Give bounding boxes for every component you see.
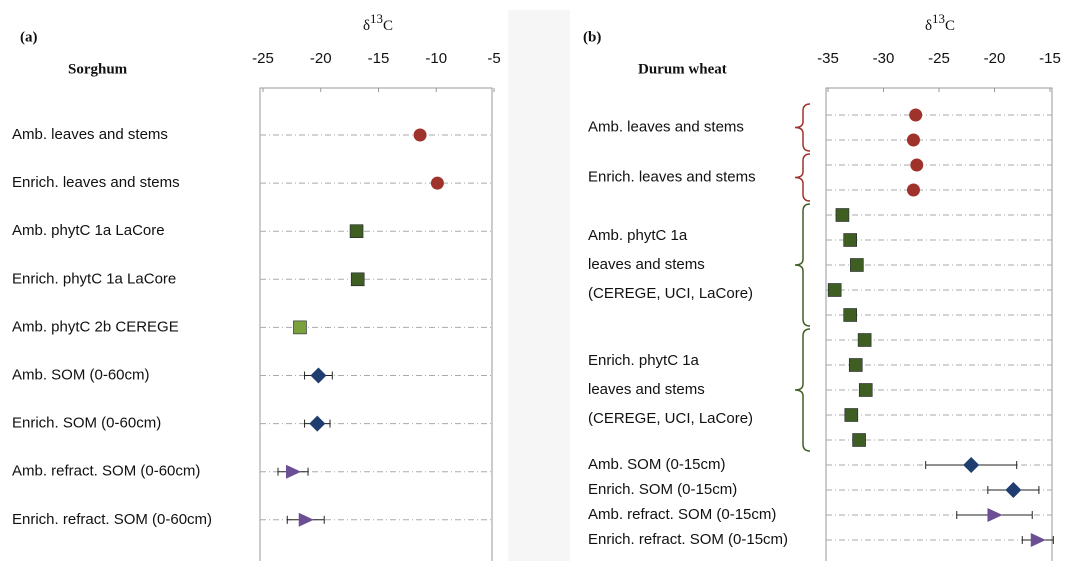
square-marker <box>835 208 850 222</box>
square-marker <box>293 320 307 335</box>
group-brace <box>794 153 811 202</box>
x-label-element: C <box>945 18 955 34</box>
dot-marker <box>906 183 920 197</box>
row-label: Enrich. refract. SOM (0-60cm) <box>12 511 212 528</box>
square-marker <box>349 224 364 238</box>
dot-marker <box>430 176 444 190</box>
x-label-superscript: 13 <box>932 11 945 26</box>
panel-gap <box>508 10 570 561</box>
square-marker <box>843 308 858 322</box>
panel-title: Sorghum <box>68 61 128 77</box>
x-tick-label: -20 <box>310 50 332 67</box>
x-axis-label: δ13C <box>925 11 955 34</box>
square-marker <box>858 383 873 397</box>
x-tick-label: -25 <box>928 50 950 67</box>
group-brace <box>794 103 811 152</box>
square-marker <box>843 233 858 247</box>
square-marker <box>850 258 864 272</box>
x-label-element: C <box>383 18 393 34</box>
square-marker <box>350 272 365 287</box>
row-label: leaves and stems <box>588 381 705 398</box>
row-label: Enrich. leaves and stems <box>12 174 180 191</box>
x-tick-label: -25 <box>252 50 274 67</box>
diamond-marker <box>309 415 326 432</box>
triangle-marker <box>987 508 1003 522</box>
row-label: Enrich. phytC 1a <box>588 352 700 369</box>
row-label: Enrich. phytC 1a LaCore <box>12 270 176 287</box>
x-tick-label: -30 <box>873 50 895 67</box>
row-label: Enrich. leaves and stems <box>588 168 756 185</box>
triangle-marker <box>298 512 314 527</box>
x-label-symbol: δ <box>363 18 370 34</box>
group-brace <box>794 328 811 452</box>
dot-marker <box>910 158 924 172</box>
square-marker <box>852 433 866 447</box>
row-label: Amb. phytC 2b CEREGE <box>12 318 179 335</box>
square-marker <box>848 358 863 372</box>
x-tick-label: -15 <box>368 50 390 67</box>
x-tick-label: -20 <box>984 50 1006 67</box>
x-label-superscript: 13 <box>370 11 383 26</box>
panel-label: (a) <box>20 29 38 45</box>
dot-marker <box>909 108 923 122</box>
square-marker <box>857 333 872 347</box>
row-label: Enrich. SOM (0-15cm) <box>588 481 737 498</box>
x-axis-label: δ13C <box>363 11 393 34</box>
diamond-marker <box>963 457 980 473</box>
row-label: Amb. refract. SOM (0-15cm) <box>588 506 776 523</box>
row-label: Amb. leaves and stems <box>12 126 168 143</box>
x-tick-label: -5 <box>487 50 500 67</box>
plot-frame <box>259 87 493 561</box>
dot-marker <box>413 128 427 142</box>
row-label: Amb. SOM (0-15cm) <box>588 456 726 473</box>
row-label: (CEREGE, UCI, LaCore) <box>588 410 753 427</box>
diamond-marker <box>310 367 327 384</box>
panel-title: Durum wheat <box>638 61 727 77</box>
plot-frame <box>825 87 1053 561</box>
dot-marker <box>906 133 920 147</box>
row-label: Amb. leaves and stems <box>588 118 744 135</box>
row-label: Amb. refract. SOM (0-60cm) <box>12 463 200 480</box>
diamond-marker <box>1005 482 1022 498</box>
x-label-symbol: δ <box>925 18 932 34</box>
x-tick-label: -15 <box>1039 50 1061 67</box>
row-label: Amb. phytC 1a <box>588 227 688 244</box>
row-label: Enrich. refract. SOM (0-15cm) <box>588 531 788 548</box>
square-marker <box>844 408 859 422</box>
triangle-marker <box>286 464 302 479</box>
row-label: Enrich. SOM (0-60cm) <box>12 415 161 432</box>
triangle-marker <box>1030 533 1046 547</box>
row-label: leaves and stems <box>588 256 705 273</box>
panel-label: (b) <box>583 29 601 45</box>
square-marker <box>827 283 842 297</box>
x-tick-label: -35 <box>817 50 839 67</box>
x-tick-label: -10 <box>425 50 447 67</box>
row-label: Amb. SOM (0-60cm) <box>12 366 150 383</box>
group-brace <box>794 203 811 327</box>
row-label: Amb. phytC 1a LaCore <box>12 222 165 239</box>
row-label: (CEREGE, UCI, LaCore) <box>588 285 753 302</box>
